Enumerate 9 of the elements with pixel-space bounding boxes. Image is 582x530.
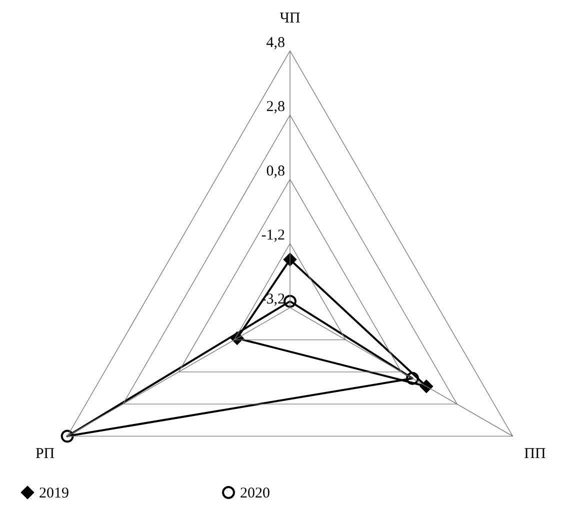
legend-label: 2019	[39, 486, 69, 502]
y-tick-label: 2,8	[266, 99, 285, 116]
y-tick-label: 0,8	[266, 163, 285, 180]
y-tick-label: -1,2	[261, 228, 285, 244]
spoke-label: РП	[35, 446, 55, 462]
spoke-label: ПП	[524, 446, 546, 462]
legend-label: 2020	[240, 486, 270, 502]
y-tick-label: 4,8	[266, 34, 285, 51]
spoke-label: ЧП	[280, 10, 300, 26]
